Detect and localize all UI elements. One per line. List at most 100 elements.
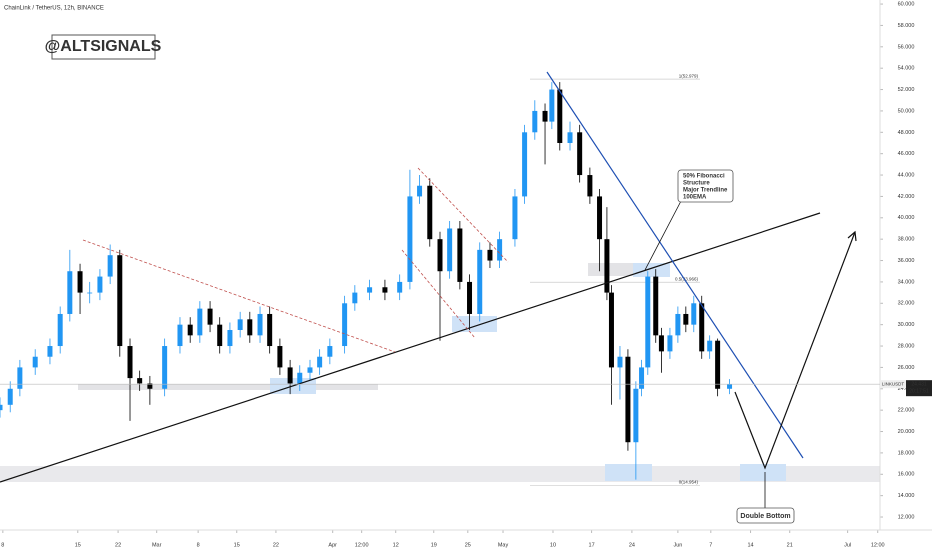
candle-body <box>417 185 423 197</box>
x-tick-label: 8 <box>197 542 200 548</box>
y-tick-label: 38.000 <box>898 237 915 243</box>
major-trendline <box>0 212 821 483</box>
candle-body <box>247 319 253 336</box>
x-tick-label: Apr <box>328 542 337 548</box>
candle-body <box>477 249 483 314</box>
drawings <box>0 34 857 524</box>
candle-body <box>367 287 373 293</box>
candle-body <box>407 196 413 282</box>
y-tick-label: 30.000 <box>898 322 915 328</box>
annotation-text: Major Trendline <box>683 188 728 194</box>
candles <box>0 82 733 480</box>
candle-body <box>699 303 705 352</box>
x-tick-label: 12:00 <box>355 542 369 548</box>
y-tick-label: 26.000 <box>898 365 915 371</box>
candle-body <box>567 132 573 143</box>
candle-body <box>597 196 603 240</box>
annotation-text: Structure <box>683 181 710 187</box>
candle-body <box>127 346 133 379</box>
candle-body <box>267 313 273 347</box>
candle-body <box>653 276 659 336</box>
candle-body <box>237 319 243 331</box>
y-tick-label: 44.000 <box>898 173 915 179</box>
axes: 12.00014.00016.00018.00020.00022.00024.0… <box>1 2 914 549</box>
y-tick-label: 36.000 <box>898 258 915 264</box>
candle-body <box>577 132 583 176</box>
x-tick-label: 21 <box>787 542 793 548</box>
support-zone <box>0 466 880 482</box>
candle-body <box>17 367 23 389</box>
x-tick-label: May <box>498 542 509 548</box>
y-tick-label: 48.000 <box>898 130 915 136</box>
y-tick-label: 20.000 <box>898 429 915 435</box>
y-tick-label: 16.000 <box>898 472 915 478</box>
candle-body <box>327 346 333 357</box>
candle-body <box>352 292 358 304</box>
y-tick-label: 52.000 <box>898 87 915 93</box>
fib-label: 0(14.954) <box>679 480 699 485</box>
candle-body <box>617 356 623 368</box>
down-trendline <box>546 71 804 459</box>
candle-body <box>257 313 263 336</box>
dashed-trendline <box>82 239 396 353</box>
x-tick-label: 19 <box>431 542 437 548</box>
callout-line <box>644 200 682 271</box>
candle-body <box>633 388 639 443</box>
y-tick-label: 40.000 <box>898 215 915 221</box>
candle-body <box>683 313 689 325</box>
candle-body <box>707 340 713 352</box>
highlight-box <box>452 316 497 332</box>
candle-body <box>197 308 203 336</box>
candle-body <box>587 175 593 197</box>
candle-body <box>522 132 528 197</box>
watermark: @ALTSIGNALS <box>45 38 162 55</box>
callout-box <box>677 169 734 203</box>
candle-body <box>107 255 113 277</box>
y-tick-label: 12.000 <box>898 514 915 520</box>
candle-body <box>7 388 13 405</box>
x-tick-label: 8 <box>1 542 4 548</box>
candle-body <box>47 346 53 357</box>
candle-body <box>457 228 463 282</box>
y-tick-label: 14.000 <box>898 493 915 499</box>
callout-box <box>736 507 795 524</box>
candle-body <box>639 367 645 389</box>
dashed-trendline <box>417 167 509 263</box>
watermark-box <box>51 34 156 60</box>
candle-body <box>497 239 503 261</box>
y-tick-label: 58.000 <box>898 23 915 29</box>
candle-body <box>187 324 193 336</box>
candle-body <box>549 89 555 122</box>
y-tick-label: 22.000 <box>898 408 915 414</box>
price-tag-value: 24.431 <box>911 382 927 388</box>
candle-body <box>608 292 614 368</box>
candle-body <box>177 324 183 347</box>
y-tick-label: 42.000 <box>898 194 915 200</box>
y-tick-label: 46.000 <box>898 151 915 157</box>
fib-label: 1(52.979) <box>679 73 699 78</box>
x-tick-label: 12 <box>393 542 399 548</box>
x-tick-label: 22 <box>115 542 121 548</box>
projection-path <box>734 231 856 470</box>
price-tag-bg <box>906 380 932 397</box>
x-tick-label: Jul <box>844 542 851 548</box>
x-tick-label: 25 <box>465 542 471 548</box>
highlight-box <box>633 263 670 277</box>
annotation-text: 100EMA <box>683 195 707 201</box>
candle-body <box>625 356 631 443</box>
candle-body <box>87 292 93 294</box>
x-tick-label: 7 <box>709 542 712 548</box>
candle-body <box>57 313 63 347</box>
candle-body <box>217 324 223 347</box>
y-tick-label: 50.000 <box>898 108 915 114</box>
y-tick-label: 34.000 <box>898 279 915 285</box>
x-tick-label: Jun <box>673 542 682 548</box>
y-tick-label: 60.000 <box>898 2 915 8</box>
candle-body <box>317 356 323 368</box>
symbol-tag-bg <box>880 380 906 389</box>
candle-body <box>297 372 303 384</box>
candle-body <box>147 383 153 389</box>
candle-body <box>227 330 233 347</box>
y-tick-label: 54.000 <box>898 66 915 72</box>
fib-label: 0.5(33.966) <box>675 276 699 281</box>
